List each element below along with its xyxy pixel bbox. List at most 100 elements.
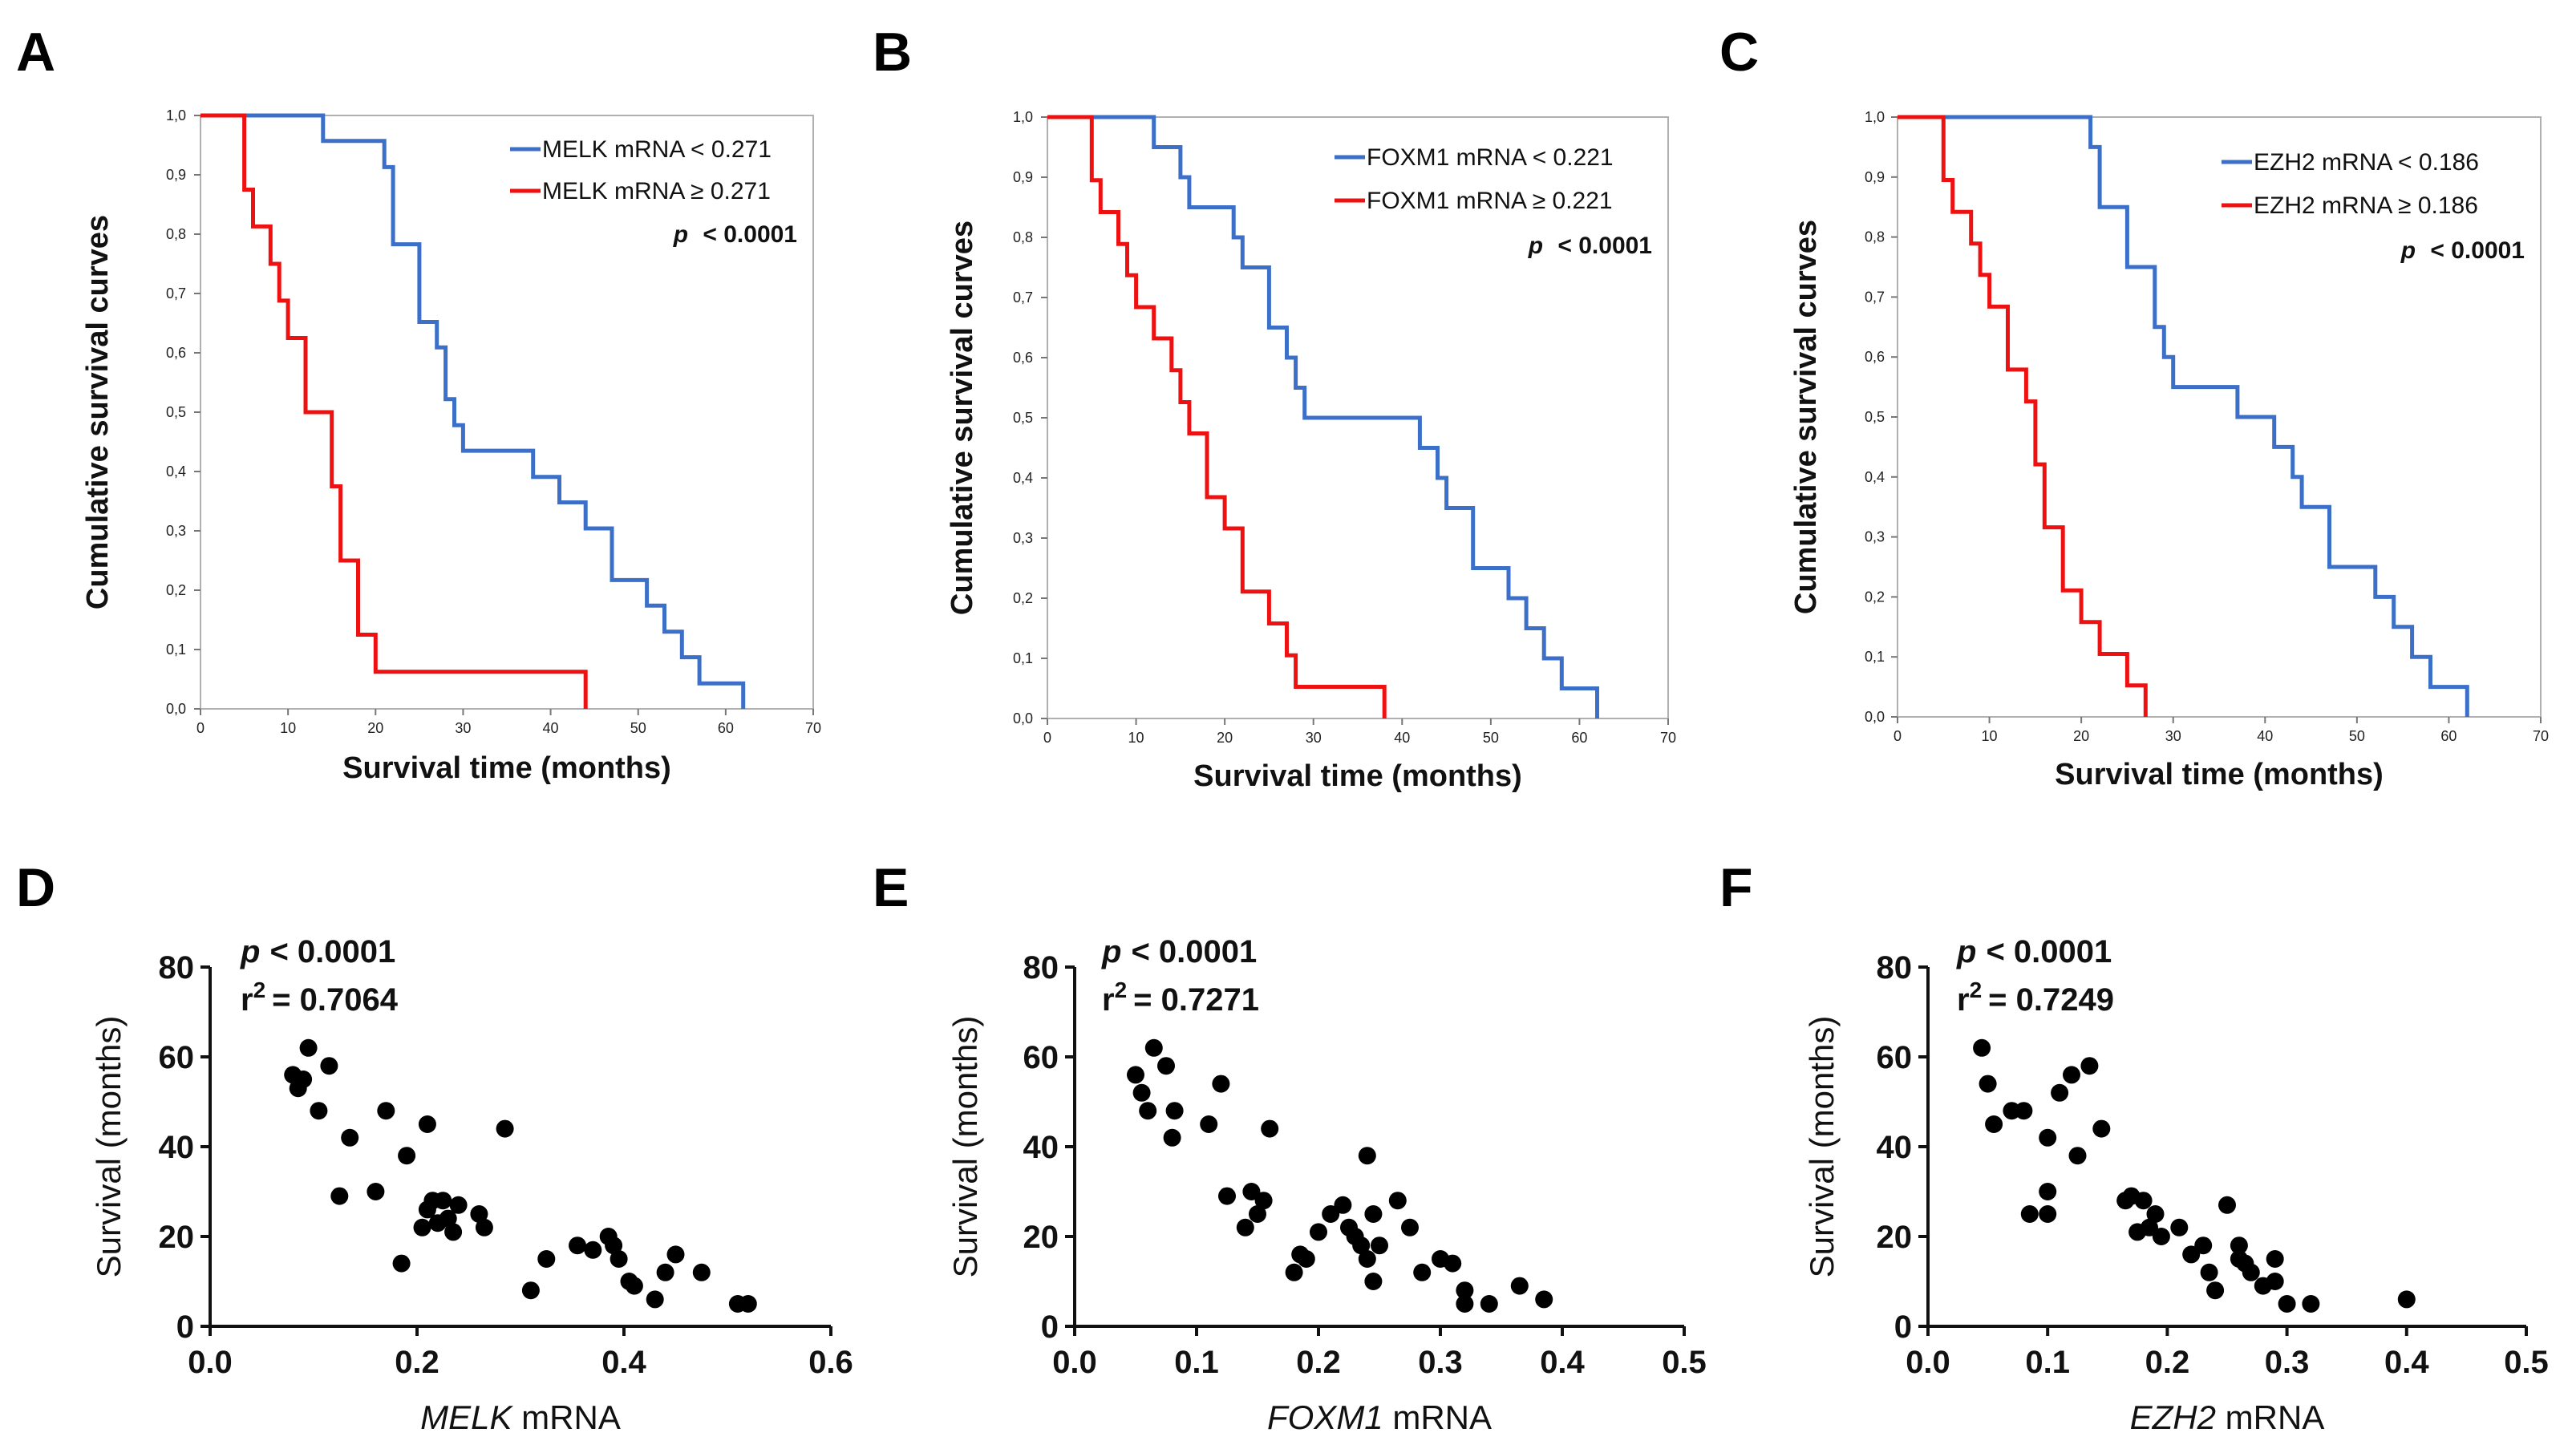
panel-letter: B	[873, 22, 912, 83]
p-symbol: p	[1956, 934, 1976, 969]
survival-curve-high	[1898, 115, 2148, 717]
data-point	[1979, 1075, 1997, 1093]
x-tick-label: 30	[1306, 730, 1322, 746]
data-point	[1535, 1290, 1553, 1309]
y-axis-title: Cumulative survival curves	[1789, 220, 1823, 614]
data-point	[1212, 1075, 1230, 1093]
y-axis-title: Survival (months)	[946, 1016, 984, 1278]
data-point	[1973, 1038, 1991, 1057]
y-tick-label: 0,7	[1013, 289, 1033, 306]
x-tick-label: 0.5	[2504, 1345, 2549, 1380]
data-point	[1510, 1277, 1529, 1295]
data-point	[392, 1254, 411, 1273]
legend-label: FOXM1 mRNA < 0.221	[1367, 144, 1614, 171]
p-symbol: p	[1528, 233, 1543, 259]
x-tick-label: 40	[543, 720, 559, 736]
scatter-panel-e: E 0 20 40 60 80 0.0 0.1 0.2 0.3 0.4 0.5 p < 0.0001 r2 =…	[873, 857, 1707, 1436]
data-point	[584, 1241, 602, 1259]
data-point	[2206, 1281, 2225, 1300]
y-tick-label: 0,4	[1013, 470, 1033, 486]
p-symbol: p	[1101, 934, 1121, 969]
data-point	[367, 1183, 385, 1200]
panel-letter: A	[16, 22, 55, 83]
data-point	[1242, 1183, 1261, 1200]
data-point	[2397, 1290, 2416, 1309]
y-tick-label: 0,9	[1865, 169, 1885, 185]
x-tick-label: 0	[1043, 730, 1051, 746]
legend-label: EZH2 mRNA ≥ 0.186	[2254, 192, 2478, 219]
data-point	[2200, 1263, 2218, 1281]
panel-letter: E	[873, 857, 909, 918]
data-point	[310, 1102, 328, 1120]
data-point	[1144, 1038, 1163, 1057]
y-tick-label: 80	[159, 950, 195, 986]
data-point	[1364, 1205, 1383, 1223]
r-symbol: r	[1957, 982, 1970, 1018]
y-tick-label: 20	[1877, 1220, 1913, 1255]
legend-label: MELK mRNA < 0.271	[542, 136, 772, 163]
x-tick-label: 0.0	[1052, 1345, 1097, 1380]
data-point	[2063, 1066, 2080, 1084]
x-tick-label: 0.5	[1662, 1345, 1707, 1380]
y-tick-label: 0,0	[166, 701, 186, 717]
y-tick-label: 0,3	[1865, 529, 1885, 545]
data-point	[496, 1119, 514, 1138]
x-tick-label: 0.1	[1174, 1345, 1219, 1380]
data-point	[1249, 1205, 1266, 1223]
data-point	[1254, 1192, 1273, 1210]
x-axis-suffix: mRNA	[1383, 1398, 1492, 1436]
data-point	[656, 1263, 674, 1281]
survival-curve-high	[200, 113, 588, 709]
p-value-annotation: p < 0.0001	[240, 934, 395, 969]
data-point	[1456, 1295, 1474, 1313]
data-point	[1352, 1236, 1371, 1255]
data-point	[1358, 1147, 1376, 1165]
data-point	[1165, 1102, 1184, 1120]
data-point	[2039, 1205, 2057, 1223]
data-point	[413, 1218, 431, 1236]
x-tick-label: 0.2	[2145, 1345, 2190, 1380]
y-tick-label: 0,9	[166, 167, 186, 183]
y-tick-label: 0,6	[166, 345, 186, 361]
p-value: < 0.0001	[696, 221, 797, 248]
y-tick-label: 0,1	[1013, 650, 1033, 666]
data-point	[1157, 1057, 1175, 1075]
x-tick-label: 40	[2257, 728, 2273, 744]
r2-value: = 0.7271	[1133, 982, 1259, 1018]
y-tick-label: 0,7	[166, 285, 186, 302]
data-point	[449, 1196, 468, 1214]
survival-curve-low	[200, 113, 746, 709]
data-point	[470, 1205, 488, 1223]
x-tick-label: 50	[630, 720, 646, 736]
x-axis-title: Survival time (months)	[342, 751, 671, 785]
km-panel-a: A 0,0 0,1 0,2 0,3 0,4 0,5 0,6 0,7 0,8 0,9 1,0 0 10 20 3…	[16, 22, 821, 785]
p-value-annotation: p < 0.0001	[2400, 237, 2525, 264]
x-tick-label: 60	[718, 720, 734, 736]
x-tick-label: 20	[1217, 730, 1233, 746]
data-point	[475, 1218, 493, 1236]
x-tick-label: 70	[2533, 728, 2549, 744]
data-point	[739, 1295, 757, 1313]
data-point	[330, 1187, 349, 1205]
data-point	[2302, 1295, 2320, 1313]
x-axis-title: EZH2 mRNA	[2130, 1398, 2325, 1436]
y-tick-label: 0	[1894, 1309, 1912, 1345]
data-point	[418, 1115, 436, 1133]
x-axis-title: Survival time (months)	[1193, 759, 1522, 793]
p-value: < 0.0001	[1131, 934, 1257, 969]
r2-value: = 0.7249	[1988, 982, 2114, 1018]
y-tick-label: 0,6	[1865, 349, 1885, 365]
data-point	[2170, 1218, 2189, 1236]
data-point	[299, 1038, 318, 1057]
gene-name: MELK	[420, 1398, 513, 1436]
x-tick-label: 10	[280, 720, 296, 736]
km-panel-c: C 0,0 0,1 0,2 0,3 0,4 0,5 0,6 0,7 0,8 0,9 1,0 0 10 20 3…	[1719, 22, 2549, 791]
data-point	[2230, 1236, 2248, 1255]
data-point	[2020, 1205, 2039, 1223]
p-value-annotation: p < 0.0001	[673, 221, 797, 248]
y-tick-label: 80	[1023, 950, 1059, 986]
data-point	[666, 1245, 685, 1264]
x-tick-label: 60	[1571, 730, 1587, 746]
x-axis-title: Survival time (months)	[2055, 758, 2384, 791]
